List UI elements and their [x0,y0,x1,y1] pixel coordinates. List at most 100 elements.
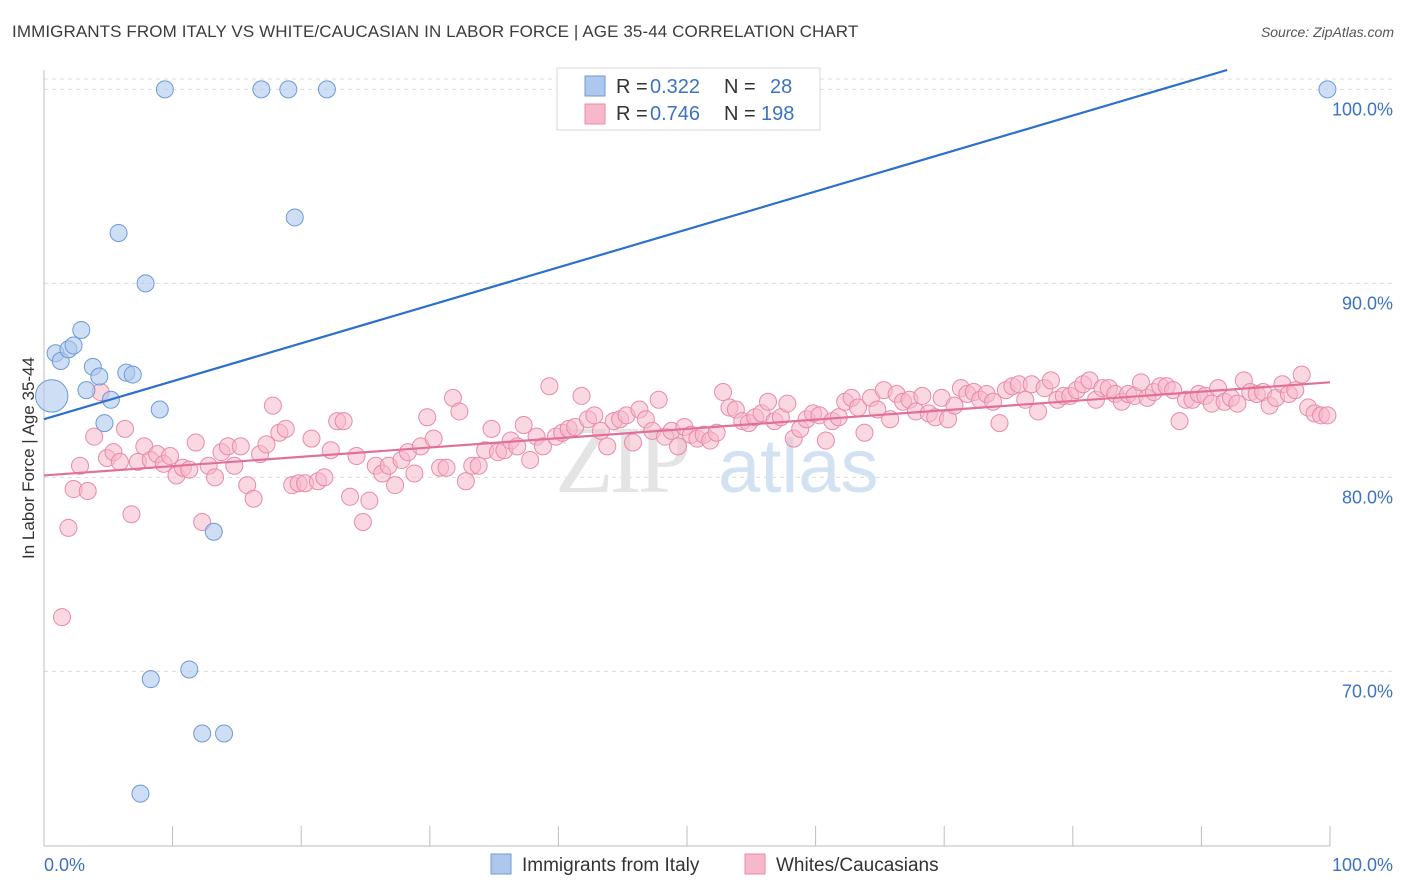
blue-point-11 [109,223,128,242]
chart-title: IMMIGRANTS FROM ITALY VS WHITE/CAUCASIAN… [12,22,859,41]
pink-point-72 [514,416,533,435]
pink-point-85 [598,437,617,456]
y-tick-labels: 70.0% 80.0% 90.0% 100.0% [1332,99,1393,701]
blue-point-26 [131,784,150,803]
legend-blue-r-value: 0.322 [650,76,700,98]
pink-point-10 [116,419,135,438]
pink-point-28 [231,437,250,456]
blue-point-5 [72,320,91,339]
y-tick-label-3: 100.0% [1332,99,1393,119]
pink-point-3 [71,456,90,475]
blue-point-0 [35,379,69,413]
x-tick-label-1: 100.0% [1332,855,1393,875]
blue-point-4 [64,336,83,355]
pink-point-52 [386,476,405,495]
pink-point-75 [533,437,552,456]
pink-point-33 [263,396,282,415]
legend-pink-r-label: R = [616,103,648,125]
blue-point-18 [279,80,298,99]
pink-point-119 [816,431,835,450]
y-axis-label: In Labor Force | Age 35-44 [19,357,38,559]
pink-point-4 [78,481,97,500]
series-legend: Immigrants from Italy Whites/Caucasians [490,853,939,876]
bottom-legend-pink-label: Whites/Caucasians [776,855,939,876]
pink-point-193 [1292,365,1311,384]
blue-point-6 [77,381,96,400]
pink-point-57 [418,408,437,427]
x-tick-labels: 0.0% 100.0% [44,855,1393,875]
legend-blue-r-label: R = [616,76,648,98]
blue-point-19 [317,80,336,99]
bottom-legend-swatch-blue [490,853,512,875]
pink-point-62 [450,402,469,421]
pink-point-113 [778,394,797,413]
blue-point-15 [150,400,169,419]
pink-point-63 [456,472,475,491]
legend-swatch-pink [584,103,606,125]
blue-point-13 [123,365,142,384]
blue-point-21 [204,522,223,541]
pink-point-73 [521,450,540,469]
blue-point-9 [95,414,114,433]
pink-point-55 [405,464,424,483]
pink-point-35 [276,419,295,438]
pink-point-67 [482,419,501,438]
pink-point-30 [244,489,263,508]
legend-swatch-blue [584,75,606,97]
trend-lines [43,68,1331,477]
pink-point-134 [913,386,932,405]
blue-point-8 [90,367,109,386]
pink-point-9 [110,452,129,471]
pink-point-96 [668,437,687,456]
pink-point-17 [161,447,180,466]
legend-pink-r-value: 0.746 [650,103,700,125]
pink-point-11 [122,505,141,524]
pink-point-21 [186,433,205,452]
axes [43,70,1331,847]
pink-point-102 [707,423,726,442]
pink-point-22 [193,513,212,532]
blue-point-17 [252,80,271,99]
pink-point-45 [341,487,360,506]
pink-point-146 [990,414,1009,433]
trend-line-immigrants-italy [43,68,1228,421]
blue-point-27 [1318,80,1337,99]
source-credit: Source: ZipAtlas.com [1260,24,1394,40]
pink-point-81 [572,386,591,405]
legend-pink-n-label: N = [724,103,756,125]
y-tick-label-2: 90.0% [1342,293,1393,313]
trend-line-whites-caucasians [43,381,1331,477]
pink-point-5 [85,427,104,446]
pink-point-58 [424,429,443,448]
pink-point-93 [649,390,668,409]
bottom-legend-blue-label: Immigrants from Italy [522,855,700,876]
pink-point-83 [585,406,604,425]
blue-point-16 [155,80,174,99]
bottom-legend-swatch-pink [744,853,766,875]
blue-point-24 [193,724,212,743]
legend-pink-n-value: 198 [761,103,794,125]
pink-point-183 [1228,394,1247,413]
pink-point-41 [315,468,334,487]
pink-point-1 [59,518,78,537]
pink-point-24 [206,468,225,487]
legend-blue-n-value: 28 [770,76,792,98]
y-tick-label-1: 80.0% [1342,487,1393,507]
pink-point-103 [714,383,733,402]
blue-point-25 [215,724,234,743]
blue-point-22 [141,670,160,689]
grid-lines [44,78,1392,672]
pink-point-174 [1170,412,1189,431]
pink-point-125 [855,423,874,442]
pink-point-197 [1318,406,1337,425]
x-tick-label-0: 0.0% [44,855,85,875]
pink-point-154 [1041,371,1060,390]
pink-point-44 [334,412,353,431]
legend-blue-n-label: N = [724,76,756,98]
pink-point-27 [225,456,244,475]
pink-point-152 [1029,402,1048,421]
stats-legend: R = 0.322 N = 28 R = 0.746 N = 198 [556,67,821,131]
pink-point-60 [437,458,456,477]
blue-point-14 [136,274,155,293]
